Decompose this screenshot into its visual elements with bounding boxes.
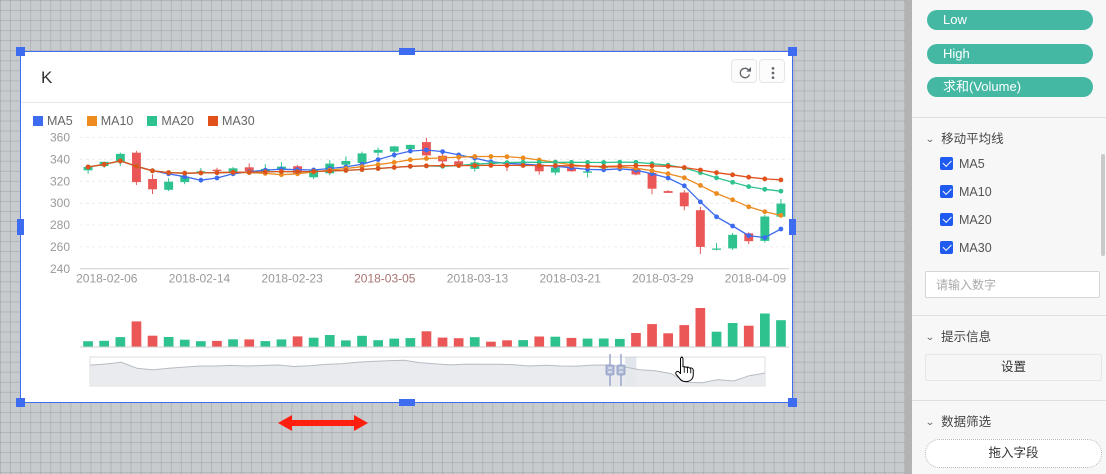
svg-text:2018-03-05: 2018-03-05 (354, 272, 416, 286)
svg-text:2018-02-06: 2018-02-06 (76, 272, 138, 286)
svg-text:300: 300 (50, 196, 70, 210)
svg-text:2018-04-09: 2018-04-09 (725, 272, 787, 286)
svg-text:2018-02-23: 2018-02-23 (261, 272, 323, 286)
svg-text:320: 320 (50, 174, 70, 188)
svg-text:340: 340 (50, 152, 70, 166)
svg-text:2018-03-21: 2018-03-21 (540, 272, 602, 286)
svg-text:280: 280 (50, 218, 70, 232)
svg-text:240: 240 (50, 262, 70, 276)
svg-text:360: 360 (50, 131, 70, 145)
svg-text:2018-03-13: 2018-03-13 (447, 272, 509, 286)
svg-text:2018-02-14: 2018-02-14 (169, 272, 231, 286)
svg-text:260: 260 (50, 240, 70, 254)
svg-text:2018-03-29: 2018-03-29 (632, 272, 694, 286)
